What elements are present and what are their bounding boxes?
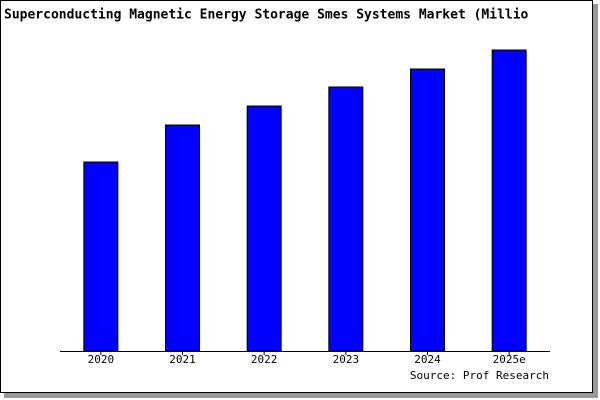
x-tick-label: 2024	[414, 353, 441, 366]
bar	[246, 105, 282, 352]
clip: Superconducting Magnetic Energy Storage …	[4, 8, 529, 23]
x-tick-label: 2025e	[493, 353, 526, 366]
bar	[83, 161, 119, 352]
x-tick-label: 2023	[333, 353, 360, 366]
bar	[410, 68, 445, 352]
bar	[165, 124, 200, 352]
bar	[491, 49, 527, 352]
x-tick-label: 2022	[251, 353, 278, 366]
chart-title: Superconducting Magnetic Energy Storage …	[4, 8, 529, 23]
x-tick-label: 2021	[169, 353, 196, 366]
source: Source: Prof Research	[410, 369, 549, 382]
bar	[328, 86, 364, 352]
x-tick-label: 2020	[88, 353, 115, 366]
